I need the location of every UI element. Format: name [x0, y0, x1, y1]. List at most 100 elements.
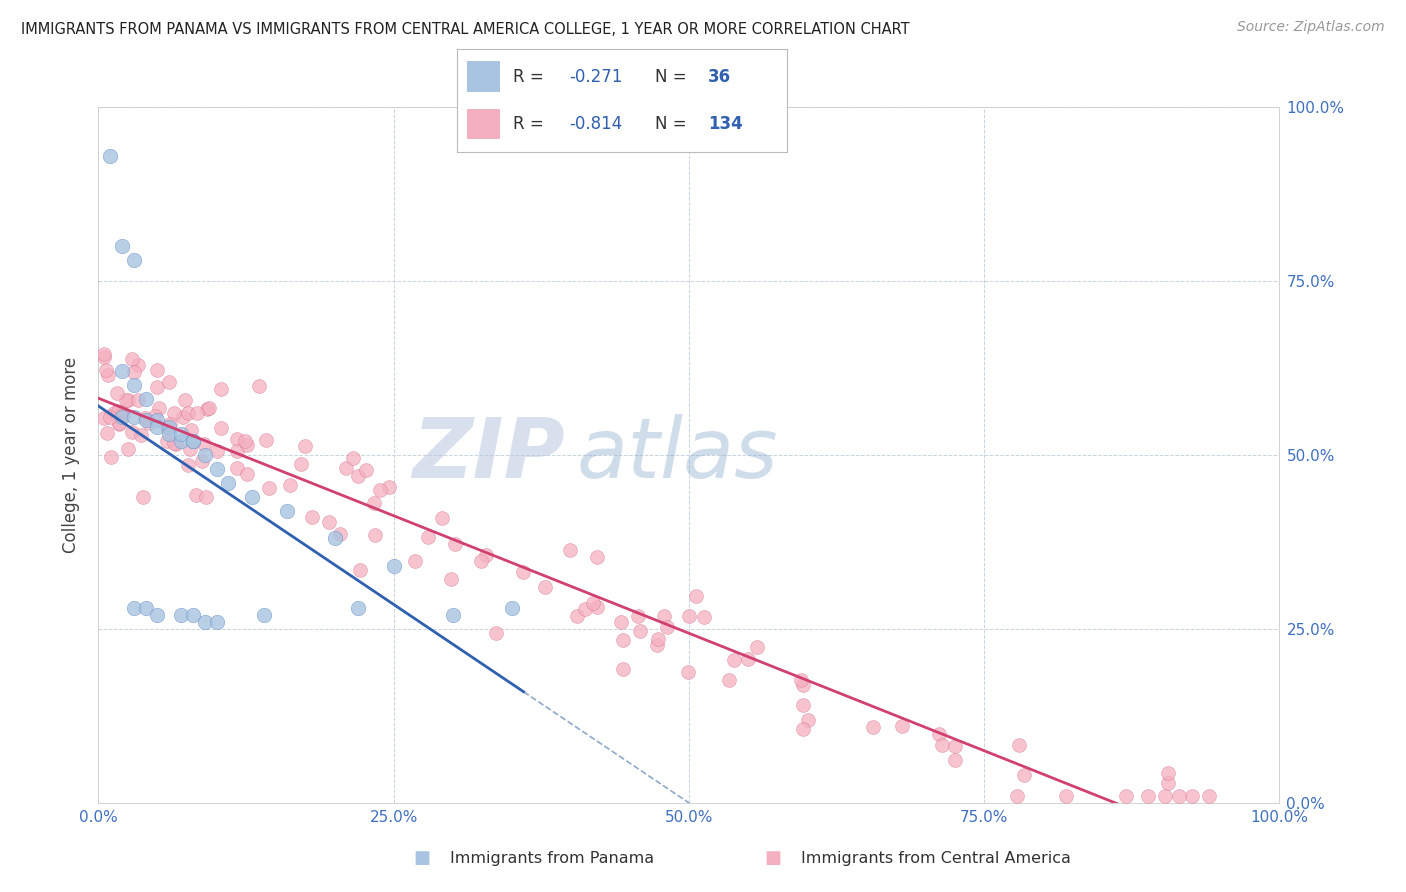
Point	[170, 434, 193, 448]
Point	[111, 364, 134, 378]
Point	[796, 713, 818, 727]
Point	[354, 463, 377, 477]
Point	[1198, 789, 1220, 803]
Point	[441, 607, 464, 622]
Point	[163, 436, 186, 450]
Text: Immigrants from Panama: Immigrants from Panama	[450, 851, 654, 865]
Point	[157, 375, 180, 389]
Point	[107, 403, 129, 417]
Point	[368, 483, 391, 498]
Point	[512, 566, 534, 580]
Point	[117, 392, 139, 407]
Point	[107, 417, 129, 431]
Point	[404, 554, 426, 568]
Point	[111, 405, 134, 419]
Point	[647, 632, 669, 646]
Point	[93, 411, 115, 425]
Point	[610, 615, 633, 629]
Point	[943, 739, 966, 754]
Point	[717, 673, 740, 687]
Point	[172, 410, 194, 425]
Point	[165, 437, 187, 451]
Point	[301, 509, 323, 524]
Point	[318, 516, 340, 530]
Text: Immigrants from Central America: Immigrants from Central America	[801, 851, 1071, 865]
Point	[792, 698, 814, 712]
Point	[657, 620, 679, 634]
Point	[134, 411, 156, 425]
Point	[176, 458, 198, 472]
Point	[148, 401, 170, 415]
Point	[928, 727, 950, 741]
Point	[574, 602, 596, 616]
Point	[98, 410, 121, 425]
Point	[652, 609, 675, 624]
Point	[146, 413, 169, 427]
Point	[792, 722, 814, 736]
Point	[444, 537, 467, 551]
Point	[430, 510, 453, 524]
Point	[1167, 789, 1189, 803]
Point	[347, 601, 370, 615]
Point	[177, 406, 200, 420]
Point	[115, 393, 138, 408]
Point	[209, 383, 232, 397]
Point	[470, 554, 492, 568]
Point	[145, 380, 167, 394]
Text: -0.271: -0.271	[569, 68, 623, 86]
Point	[378, 480, 401, 494]
Point	[1007, 789, 1029, 803]
Point	[163, 406, 186, 420]
Y-axis label: College, 1 year or more: College, 1 year or more	[62, 357, 80, 553]
Point	[586, 599, 609, 614]
Point	[180, 423, 202, 437]
Point	[235, 437, 257, 451]
Text: -0.814: -0.814	[569, 115, 623, 133]
Point	[122, 365, 145, 379]
Point	[1008, 739, 1031, 753]
Point	[1014, 768, 1036, 782]
Point	[612, 661, 634, 675]
Point	[97, 368, 120, 382]
Point	[278, 478, 301, 492]
Point	[723, 653, 745, 667]
Point	[1157, 776, 1180, 790]
Point	[135, 601, 157, 615]
Point	[1156, 765, 1178, 780]
Point	[156, 419, 179, 434]
Point	[1115, 789, 1137, 803]
Point	[159, 417, 181, 432]
Bar	[467, 109, 501, 139]
Point	[138, 416, 160, 430]
Point	[146, 363, 169, 377]
Point	[692, 610, 714, 624]
Point	[645, 638, 668, 652]
Text: atlas: atlas	[576, 415, 779, 495]
Point	[862, 720, 884, 734]
Point	[1154, 789, 1177, 803]
Text: N =: N =	[655, 115, 692, 133]
Point	[156, 434, 179, 448]
Point	[181, 434, 204, 448]
Point	[111, 408, 134, 422]
Point	[685, 589, 707, 603]
Point	[105, 385, 128, 400]
Point	[129, 428, 152, 442]
Point	[931, 739, 953, 753]
Point	[678, 608, 700, 623]
Point	[93, 350, 115, 364]
Point	[745, 640, 768, 654]
Point	[121, 351, 143, 366]
Bar	[467, 62, 501, 92]
Point	[170, 607, 193, 622]
Point	[157, 420, 180, 434]
Point	[127, 393, 149, 408]
Point	[329, 527, 352, 541]
Text: ■: ■	[413, 849, 430, 867]
Point	[198, 401, 221, 416]
Point	[146, 420, 169, 434]
Point	[96, 363, 118, 377]
Point	[121, 425, 143, 439]
Point	[226, 460, 249, 475]
Point	[233, 434, 256, 449]
